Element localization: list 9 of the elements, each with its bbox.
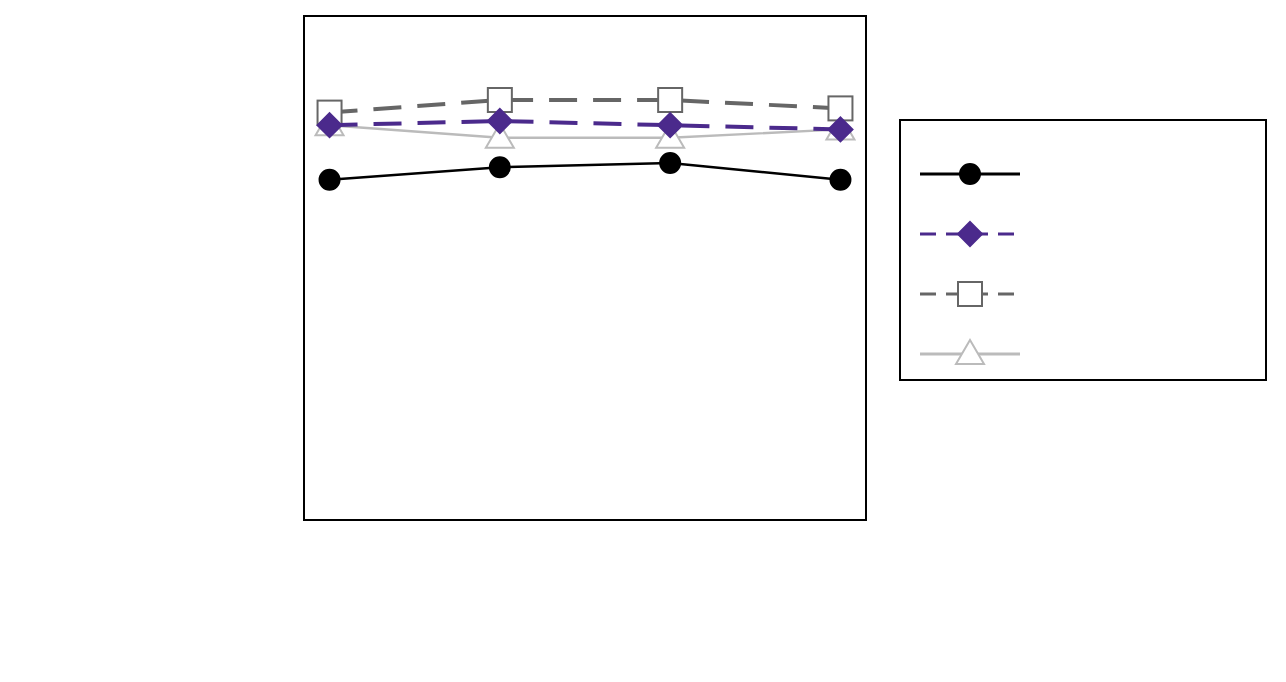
point	[318, 168, 341, 191]
point	[657, 112, 684, 139]
point	[827, 95, 854, 122]
point	[829, 168, 852, 191]
point	[488, 156, 511, 179]
point	[657, 87, 684, 113]
point	[486, 87, 513, 113]
point	[659, 152, 682, 174]
point	[486, 108, 513, 134]
